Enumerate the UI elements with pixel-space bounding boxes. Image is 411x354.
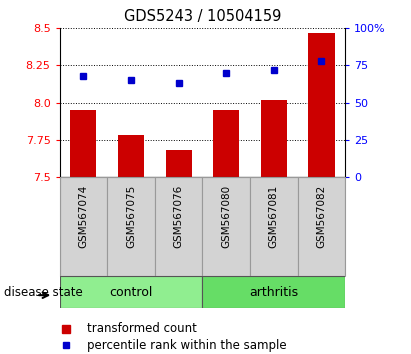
Text: percentile rank within the sample: percentile rank within the sample <box>86 339 286 352</box>
Text: GSM567082: GSM567082 <box>316 185 326 248</box>
Text: GSM567074: GSM567074 <box>79 185 88 248</box>
Text: GSM567080: GSM567080 <box>221 185 231 248</box>
Bar <box>261 100 287 177</box>
Bar <box>60 276 202 308</box>
Bar <box>155 177 202 276</box>
Text: GSM567075: GSM567075 <box>126 185 136 248</box>
Text: GSM567076: GSM567076 <box>173 185 184 248</box>
Text: transformed count: transformed count <box>86 322 196 335</box>
Bar <box>166 150 192 177</box>
Bar <box>118 135 144 177</box>
Bar <box>70 110 97 177</box>
Bar <box>213 110 239 177</box>
Bar <box>250 177 298 276</box>
Bar <box>60 177 107 276</box>
Bar <box>298 177 345 276</box>
Bar <box>202 177 250 276</box>
Bar <box>308 33 335 177</box>
Text: arthritis: arthritis <box>249 286 298 298</box>
Title: GDS5243 / 10504159: GDS5243 / 10504159 <box>124 9 281 24</box>
Bar <box>107 177 155 276</box>
Bar <box>202 276 345 308</box>
Text: GSM567081: GSM567081 <box>269 185 279 248</box>
Text: disease state: disease state <box>4 286 83 298</box>
Text: control: control <box>109 286 153 298</box>
